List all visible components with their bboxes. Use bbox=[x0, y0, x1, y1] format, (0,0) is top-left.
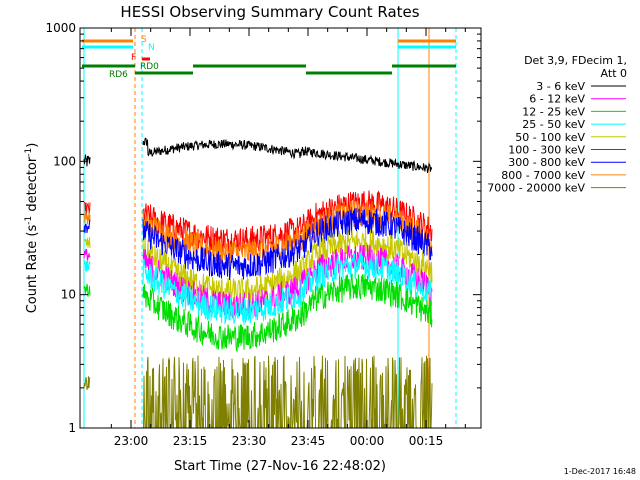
x-tick-label: 23:30 bbox=[232, 434, 267, 448]
flag-label: S bbox=[141, 35, 147, 45]
series-line bbox=[83, 137, 432, 173]
series-trace bbox=[83, 201, 91, 217]
flag-label: F bbox=[131, 53, 136, 63]
x-tick-label: 00:00 bbox=[350, 434, 385, 448]
legend-label: 300 - 800 keV bbox=[508, 156, 585, 169]
legend-label: 12 - 25 keV bbox=[522, 105, 585, 118]
series-line bbox=[83, 354, 433, 429]
legend-label: 50 - 100 keV bbox=[515, 131, 585, 144]
x-axis: 23:00 23:15 23:30 23:45 00:00 00:15 bbox=[110, 28, 466, 448]
y-tick-label: 1000 bbox=[45, 21, 76, 35]
series-line bbox=[83, 208, 433, 281]
x-tick-label: 23:15 bbox=[173, 434, 208, 448]
chart-title: HESSI Observing Summary Count Rates bbox=[120, 3, 419, 21]
series-trace bbox=[142, 228, 433, 306]
series-trace bbox=[142, 137, 432, 173]
series-trace bbox=[83, 376, 91, 391]
x-tick-label: 23:45 bbox=[291, 434, 326, 448]
series-trace bbox=[83, 260, 91, 272]
series-trace bbox=[143, 354, 433, 429]
legend-label: 25 - 50 keV bbox=[522, 118, 585, 131]
series-trace bbox=[83, 248, 91, 263]
series-line bbox=[83, 250, 433, 326]
series-trace bbox=[83, 237, 91, 249]
series-trace bbox=[83, 154, 91, 167]
series-trace bbox=[83, 283, 91, 297]
y-tick-label: 1 bbox=[68, 421, 76, 435]
footer-timestamp: 1-Dec-2017 16:48 bbox=[564, 467, 636, 476]
legend-header-line2: Att 0 bbox=[601, 67, 627, 80]
series-line bbox=[83, 228, 433, 306]
x-tick-label: 00:15 bbox=[409, 434, 444, 448]
legend-label: 800 - 7000 keV bbox=[501, 169, 585, 182]
series-trace bbox=[83, 210, 91, 225]
y-tick-label: 10 bbox=[61, 288, 76, 302]
legend-label: 3 - 6 keV bbox=[536, 80, 585, 93]
flag-label: RD0 bbox=[140, 62, 159, 72]
y-tick-label: 100 bbox=[53, 154, 76, 168]
plot-area: SN F RD0 RD6 bbox=[82, 28, 457, 429]
legend-label: 7000 - 20000 keV bbox=[487, 182, 585, 195]
legend-header-line1: Det 3,9, FDecim 1, bbox=[524, 54, 627, 67]
flag-label: N bbox=[148, 43, 155, 53]
series-trace bbox=[142, 273, 433, 353]
y-axis: 1 10 100 1000 bbox=[45, 21, 481, 435]
series-trace bbox=[142, 208, 433, 281]
legend-label: 100 - 300 keV bbox=[508, 144, 585, 157]
legend-label: 6 - 12 keV bbox=[529, 93, 585, 106]
series-trace bbox=[83, 219, 91, 234]
flag-label: RD6 bbox=[109, 70, 128, 80]
y-axis-label: Count Rate (s-1 detector-1) bbox=[24, 143, 40, 314]
plot-frame bbox=[79, 27, 482, 429]
series-line bbox=[83, 273, 433, 353]
x-tick-label: 23:00 bbox=[114, 434, 149, 448]
series-trace bbox=[142, 250, 433, 326]
x-axis-label: Start Time (27-Nov-16 22:48:02) bbox=[174, 459, 386, 474]
